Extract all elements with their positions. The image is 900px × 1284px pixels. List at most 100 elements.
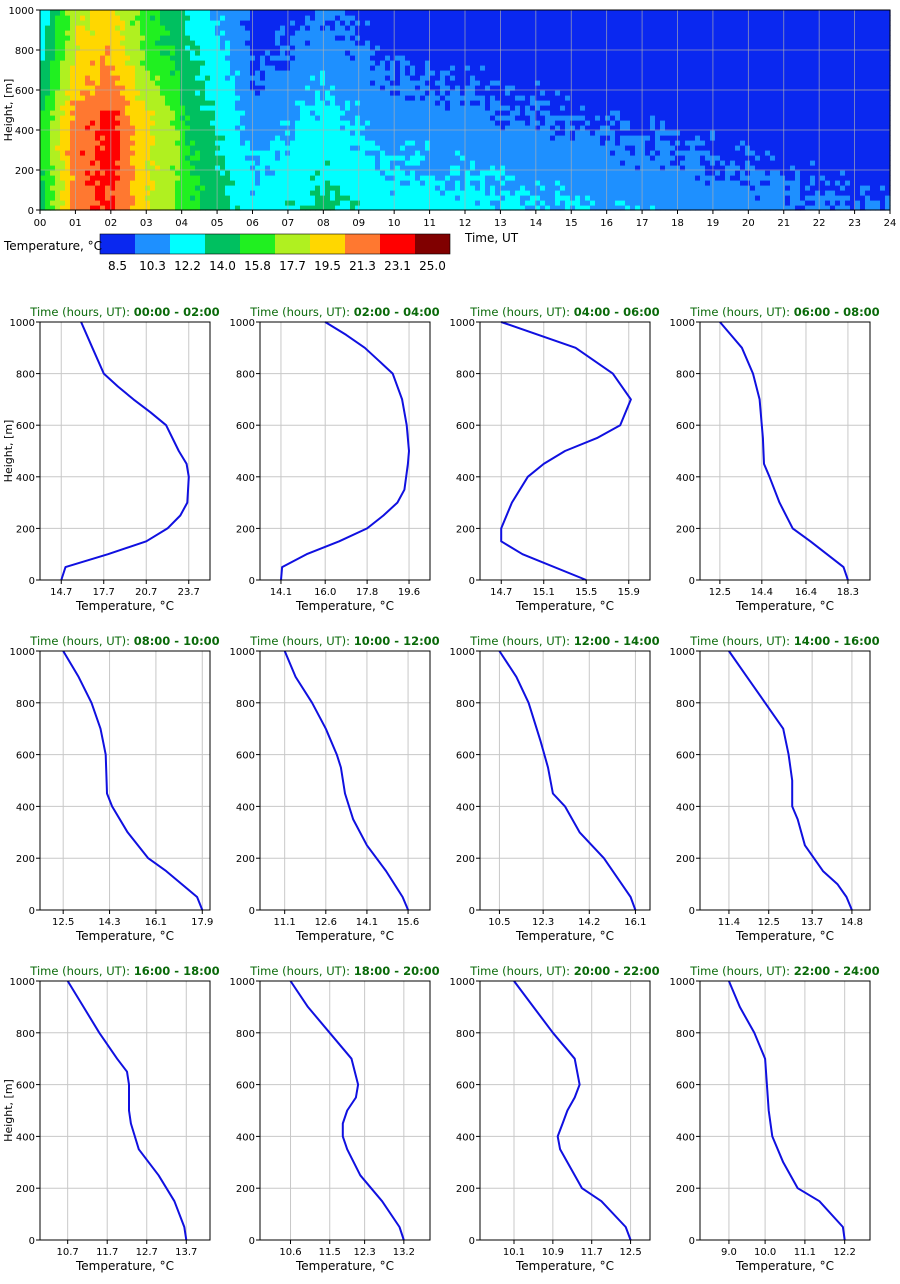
- heatmap-cell: [305, 190, 311, 196]
- heatmap-cell: [580, 180, 586, 186]
- heatmap-cell: [170, 75, 176, 81]
- heatmap-cell: [325, 60, 331, 66]
- heatmap-cell: [280, 200, 286, 206]
- heatmap-cell: [380, 115, 386, 121]
- heatmap-cell: [530, 25, 536, 31]
- heatmap-cell: [585, 80, 591, 86]
- heatmap-cell: [660, 55, 666, 61]
- heatmap-cell: [345, 195, 351, 201]
- heatmap-cell: [170, 55, 176, 61]
- heatmap-cell: [90, 140, 96, 146]
- heatmap-cell: [430, 165, 436, 171]
- heatmap-cell: [455, 185, 461, 191]
- heatmap-cell: [115, 125, 121, 131]
- heatmap-cell: [505, 90, 511, 96]
- heatmap-cell: [375, 155, 381, 161]
- heatmap-cell: [555, 180, 561, 186]
- heatmap-cell: [555, 165, 561, 171]
- heatmap-cell: [160, 65, 166, 71]
- heatmap-cell: [75, 135, 81, 141]
- heatmap-cell: [320, 135, 326, 141]
- heatmap-cell: [165, 90, 171, 96]
- heatmap-cell: [595, 55, 601, 61]
- heatmap-cell: [315, 10, 321, 16]
- heatmap-cell: [160, 10, 166, 16]
- heatmap-cell: [280, 30, 286, 36]
- heatmap-cell: [70, 110, 76, 116]
- heatmap-cell: [270, 40, 276, 46]
- heatmap-cell: [575, 45, 581, 51]
- heatmap-cell: [635, 55, 641, 61]
- heatmap-cell: [355, 120, 361, 126]
- heatmap-cell: [335, 70, 341, 76]
- heatmap-cell: [400, 165, 406, 171]
- heatmap-cell: [595, 40, 601, 46]
- heatmap-cell: [615, 170, 621, 176]
- heatmap-cell: [445, 30, 451, 36]
- heatmap-cell: [620, 20, 626, 26]
- heatmap-cell: [330, 105, 336, 111]
- heatmap-cell: [200, 90, 206, 96]
- heatmap-cell: [590, 45, 596, 51]
- heatmap-cell: [95, 50, 101, 56]
- heatmap-cell: [140, 80, 146, 86]
- heatmap-cell: [355, 80, 361, 86]
- heatmap-cell: [655, 30, 661, 36]
- heatmap-cell: [515, 90, 521, 96]
- heatmap-cell: [140, 40, 146, 46]
- heatmap-cell: [375, 20, 381, 26]
- heatmap-cell: [415, 205, 421, 211]
- heatmap-cell: [295, 115, 301, 121]
- heatmap-cell: [465, 180, 471, 186]
- heatmap-cell: [50, 80, 56, 86]
- heatmap-cell: [175, 185, 181, 191]
- heatmap-cell: [505, 175, 511, 181]
- heatmap-cell: [195, 75, 201, 81]
- heatmap-cell: [115, 50, 121, 56]
- heatmap-cell: [525, 70, 531, 76]
- heatmap-cell: [465, 40, 471, 46]
- heatmap-cell: [490, 40, 496, 46]
- heatmap-cell: [145, 175, 151, 181]
- heatmap-cell: [365, 160, 371, 166]
- heatmap-cell: [325, 45, 331, 51]
- heatmap-cell: [85, 125, 91, 131]
- heatmap-cell: [115, 40, 121, 46]
- heatmap-cell: [595, 95, 601, 101]
- heatmap-cell: [155, 60, 161, 66]
- heatmap-cell: [600, 180, 606, 186]
- heatmap-cell: [465, 115, 471, 121]
- heatmap-cell: [80, 55, 86, 61]
- heatmap-cell: [290, 140, 296, 146]
- heatmap-cell: [390, 195, 396, 201]
- heatmap-cell: [510, 170, 516, 176]
- heatmap-cell: [405, 130, 411, 136]
- heatmap-cell: [40, 100, 46, 106]
- heatmap-cell: [660, 100, 666, 106]
- heatmap-cell: [155, 75, 161, 81]
- heatmap-cell: [495, 15, 501, 21]
- heatmap-cell: [245, 195, 251, 201]
- heatmap-cell: [240, 140, 246, 146]
- heatmap-cell: [120, 20, 126, 26]
- heatmap-cell: [430, 20, 436, 26]
- heatmap-cell: [370, 145, 376, 151]
- heatmap-cell: [165, 135, 171, 141]
- heatmap-cell: [100, 90, 106, 96]
- heatmap-cell: [555, 100, 561, 106]
- heatmap-cell: [370, 15, 376, 21]
- heatmap-cell: [130, 105, 136, 111]
- heatmap-cell: [650, 50, 656, 56]
- heatmap-cell: [430, 60, 436, 66]
- heatmap-cell: [515, 120, 521, 126]
- heatmap-cell: [110, 20, 116, 26]
- heatmap-cell: [550, 125, 556, 131]
- heatmap-cell: [540, 125, 546, 131]
- heatmap-cell: [380, 130, 386, 136]
- heatmap-cell: [440, 60, 446, 66]
- heatmap-cell: [150, 145, 156, 151]
- heatmap-cell: [555, 125, 561, 131]
- heatmap-cell: [415, 130, 421, 136]
- heatmap-cell: [325, 75, 331, 81]
- heatmap-cell: [240, 50, 246, 56]
